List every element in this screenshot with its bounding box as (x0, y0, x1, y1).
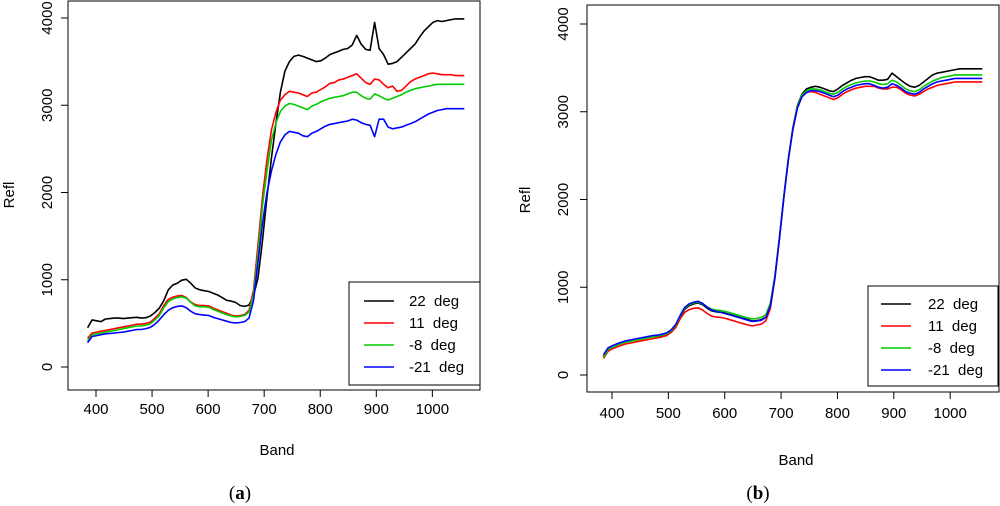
x-tick-label: 700 (252, 401, 277, 418)
y-tick-label: 1000 (555, 271, 572, 304)
y-tick-label: 2000 (555, 183, 572, 216)
x-tick-label: 800 (308, 401, 333, 418)
plot-frame (67, 0, 481, 391)
x-tick-label: 400 (83, 401, 108, 418)
legend-label: -8 deg (928, 340, 975, 357)
series-line--21-deg (86, 107, 465, 344)
series-line--21-deg (602, 77, 983, 356)
series-lines (86, 18, 465, 344)
x-tick-label: 500 (656, 405, 681, 422)
x-tick-label: 900 (364, 401, 389, 418)
panel-label: (a) (229, 483, 251, 504)
y-tick-label: 3000 (39, 89, 56, 122)
x-tick-label: 800 (825, 405, 850, 422)
chart-panel-b: 400 500 600 700 800 900 100001000200030004000 … (517, 4, 1000, 504)
x-tick-label: 600 (712, 405, 737, 422)
x-tick-label: 600 (196, 401, 221, 418)
x-axis-label: Band (259, 442, 294, 459)
legend-label: -21 deg (409, 359, 464, 376)
x-axis-label: Band (778, 452, 813, 469)
legend-label: 22 deg (409, 293, 459, 310)
x-tick-label: 700 (769, 405, 794, 422)
x-tick-label: 400 (599, 405, 624, 422)
legend: 22 deg 11 deg -8 deg -21 deg (348, 281, 481, 386)
y-tick-label: 1000 (39, 263, 56, 296)
legend-label: -8 deg (409, 337, 456, 354)
plot-frame (586, 4, 1000, 393)
y-axis-label: Refl (517, 187, 534, 214)
legend-label: -21 deg (928, 362, 983, 379)
y-tick-label: 4000 (555, 7, 572, 40)
legend-label: 11 deg (409, 315, 458, 332)
series-line--8-deg (86, 83, 465, 342)
y-tick-label: 3000 (555, 95, 572, 128)
legend: 22 deg 11 deg -8 deg -21 deg (867, 285, 999, 387)
legend-box (348, 281, 481, 386)
panel-label: (b) (746, 483, 769, 504)
x-tick-label: 1000 (416, 401, 449, 418)
y-tick-label: 4000 (39, 1, 56, 34)
y-tick-label: 0 (39, 363, 56, 371)
legend-label: 22 deg (928, 296, 978, 313)
legend-label: 11 deg (928, 318, 977, 335)
x-tick-label: 1000 (933, 405, 966, 422)
series-lines (602, 68, 983, 359)
x-tick-label: 900 (881, 405, 906, 422)
x-tick-label: 500 (140, 401, 165, 418)
series-line-11-deg (86, 72, 465, 339)
y-tick-label: 2000 (39, 176, 56, 209)
y-axis-label: Refl (1, 182, 18, 209)
chart-panel-a: 400 500 600 700 800 900 100001000200030004000 … (1, 0, 481, 504)
y-tick-label: 0 (555, 371, 572, 379)
